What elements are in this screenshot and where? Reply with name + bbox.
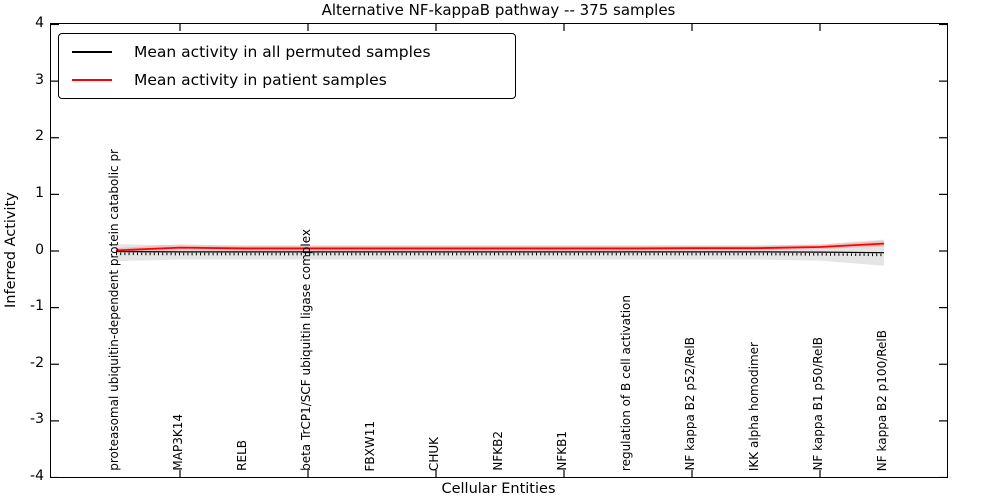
- y-tick-label: 0: [35, 241, 44, 258]
- x-tick-label: proteasomal ubiquitin-dependent protein …: [107, 149, 121, 471]
- y-tick-label: -4: [30, 468, 44, 484]
- patient-mean-line: [115, 242, 885, 252]
- x-tick-label: regulation of B cell activation: [619, 294, 633, 471]
- x-tick-label: NFKB2: [491, 431, 505, 471]
- plot-area: [50, 23, 948, 478]
- permuted-confidence-band: [116, 239, 884, 266]
- y-tick-label: 1: [35, 184, 44, 201]
- legend: Mean activity in all permuted samples Mea…: [58, 33, 516, 99]
- y-tick-label: -3: [30, 411, 44, 428]
- y-tick-label: 4: [35, 15, 44, 31]
- x-tick-label: beta TrCP1/SCF ubiquitin ligase complex: [299, 229, 313, 471]
- y-tick-label: -1: [30, 298, 44, 315]
- y-tick-label: 3: [35, 71, 44, 88]
- x-tick-label: NFKB1: [555, 431, 569, 471]
- chart-title: Alternative NF-kappaB pathway -- 375 sam…: [321, 1, 676, 19]
- y-tick-label: 2: [35, 128, 44, 145]
- legend-line-sample-black: [72, 51, 112, 53]
- permuted-mean-line: [115, 250, 885, 254]
- plot-canvas: [51, 24, 947, 477]
- x-tick-label: NF kappa B2 p52/RelB: [683, 337, 697, 471]
- x-tick-label: IKK alpha homodimer: [747, 341, 761, 471]
- x-tick-label: CHUK: [427, 436, 441, 471]
- x-tick-label: RELB: [235, 440, 249, 471]
- y-tick-label: -2: [30, 354, 44, 371]
- x-tick-label: MAP3K14: [171, 414, 185, 471]
- legend-item-label: Mean activity in patient samples: [134, 71, 387, 89]
- legend-item-label: Mean activity in all permuted samples: [134, 43, 431, 61]
- legend-item: Mean activity in patient samples: [59, 71, 515, 89]
- x-tick-label: NF kappa B1 p50/RelB: [811, 337, 825, 471]
- legend-line-sample-red: [72, 79, 112, 81]
- x-tick-label: FBXW11: [363, 420, 377, 472]
- legend-item: Mean activity in all permuted samples: [59, 43, 515, 61]
- x-axis-label: Cellular Entities: [441, 481, 556, 497]
- x-tick-label: NF kappa B2 p100/RelB: [875, 329, 889, 471]
